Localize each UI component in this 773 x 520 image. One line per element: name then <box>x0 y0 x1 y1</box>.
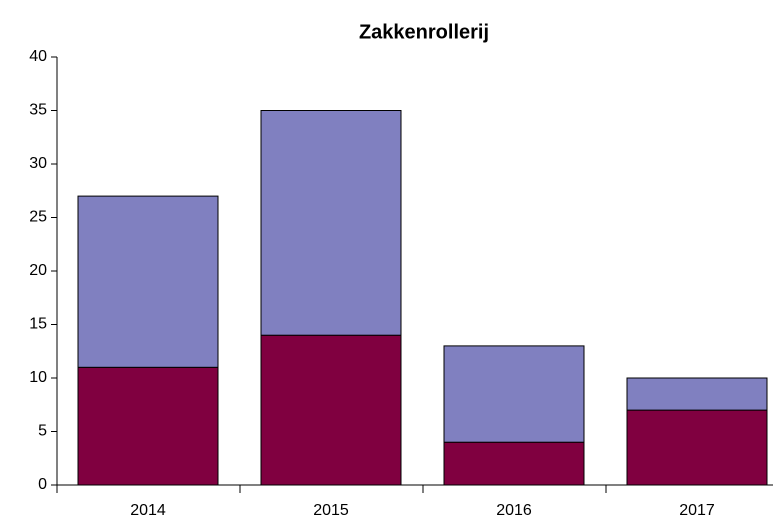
x-tick-label: 2016 <box>496 502 532 519</box>
y-tick-label: 10 <box>29 369 47 386</box>
y-tick-label: 0 <box>38 476 47 493</box>
bar-segment <box>626 409 768 486</box>
x-tick-label: 2017 <box>679 502 715 519</box>
bar-segment <box>77 366 219 486</box>
bar-segment <box>260 110 402 336</box>
y-tick-label: 20 <box>29 262 47 279</box>
y-tick-label: 35 <box>29 102 47 119</box>
x-tick-label: 2014 <box>130 502 166 519</box>
y-tick-label: 15 <box>29 316 47 333</box>
bar-segment <box>626 377 768 411</box>
bar-segment <box>260 334 402 486</box>
chart-title: Zakkenrollerij <box>359 21 489 43</box>
y-tick-label: 40 <box>29 48 47 65</box>
x-tick-label: 2015 <box>313 502 349 519</box>
y-tick-label: 5 <box>38 423 47 440</box>
bar-segment <box>443 441 585 486</box>
bar-segment <box>77 195 219 368</box>
y-tick-label: 30 <box>29 155 47 172</box>
bar-segment <box>443 345 585 443</box>
y-tick-label: 25 <box>29 209 47 226</box>
